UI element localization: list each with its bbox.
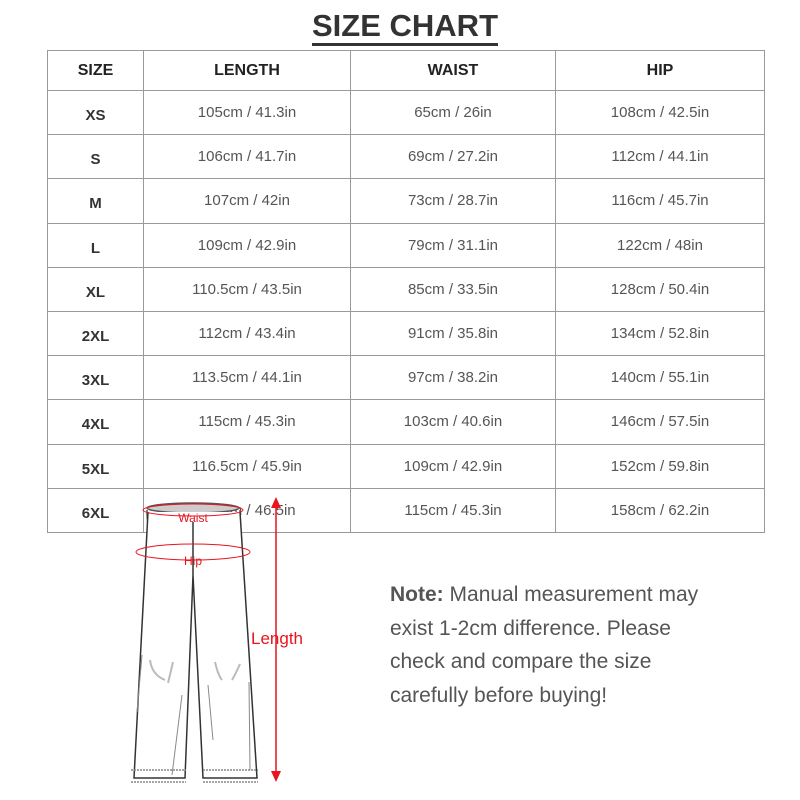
measurement-cell-waist: 109cm / 42.9in: [350, 443, 556, 489]
size-cell: XS: [47, 89, 144, 136]
measurement-cell-length: 110.5cm / 43.5in: [143, 266, 351, 312]
measurement-cell-waist: 97cm / 38.2in: [350, 355, 556, 401]
hip-measurement: Hip: [135, 543, 251, 568]
size-cell: L: [47, 222, 144, 268]
size-cell: 6XL: [47, 487, 144, 533]
table-row: M 107cm / 42in 73cm / 28.7in 116cm / 45.7in: [47, 178, 765, 224]
measurement-cell-hip: 112cm / 44.1in: [555, 134, 765, 180]
table-row: S 106cm / 41.7in 69cm / 27.2in 112cm / 44.1…: [47, 134, 765, 180]
size-chart-table: SIZE LENGTH WAIST HIP XS 105cm / 41.3in 65cm …: [47, 50, 765, 533]
measurement-cell-hip: 146cm / 57.5in: [555, 399, 765, 445]
pants-illustration: [131, 502, 258, 783]
measurement-cell-hip: 134cm / 52.8in: [555, 310, 765, 357]
size-cell: 2XL: [47, 310, 144, 357]
table-row: 4XL 115cm / 45.3in 103cm / 40.6in 146cm / 5…: [47, 399, 765, 445]
length-label: Length: [251, 629, 303, 648]
measurement-cell-waist: 73cm / 28.7in: [350, 178, 556, 224]
measurement-note: Note: Manual measurement may exist 1-2cm…: [390, 578, 720, 712]
measurement-cell-hip: 108cm / 42.5in: [555, 89, 765, 136]
length-arrow-icon: [271, 497, 281, 782]
measurement-cell-hip: 122cm / 48in: [555, 222, 765, 268]
measurement-cell-length: 105cm / 41.3in: [143, 89, 351, 136]
table-row: XS 105cm / 41.3in 65cm / 26in 108cm / 42.5i…: [47, 89, 765, 136]
table-row: L 109cm / 42.9in 79cm / 31.1in 122cm / 48in: [47, 222, 765, 268]
size-cell: 5XL: [47, 443, 144, 489]
table-row: 5XL 116.5cm / 45.9in 109cm / 42.9in 152cm /…: [47, 443, 765, 489]
page-title: SIZE CHART: [0, 8, 800, 46]
measurement-cell-length: 107cm / 42in: [143, 178, 351, 224]
waist-label: Waist: [178, 511, 208, 525]
table-row: 2XL 112cm / 43.4in 91cm / 35.8in 134cm / 52…: [47, 310, 765, 357]
measurement-cell-waist: 69cm / 27.2in: [350, 134, 556, 180]
measurement-cell-waist: 91cm / 35.8in: [350, 310, 556, 357]
column-header-hip: HIP: [555, 50, 765, 91]
table-row: XL 110.5cm / 43.5in 85cm / 33.5in 128cm / 5…: [47, 266, 765, 312]
waist-measurement: Waist: [142, 503, 244, 525]
column-header-size: SIZE: [47, 50, 144, 91]
note-text: Manual measurement may exist 1-2cm diffe…: [390, 583, 699, 707]
note-label: Note:: [390, 583, 444, 606]
hip-label: Hip: [184, 554, 202, 568]
measurement-cell-hip: 158cm / 62.2in: [555, 487, 765, 533]
table-header-row: SIZE LENGTH WAIST HIP: [47, 50, 765, 91]
measurement-cell-hip: 128cm / 50.4in: [555, 266, 765, 312]
measurement-cell-length: 106cm / 41.7in: [143, 134, 351, 180]
measurement-cell-waist: 85cm / 33.5in: [350, 266, 556, 312]
measurement-cell-hip: 152cm / 59.8in: [555, 443, 765, 489]
table-row: 6XL 118cm / 46.5in 115cm / 45.3in 158cm / 6…: [47, 487, 765, 533]
measurement-cell-waist: 65cm / 26in: [350, 89, 556, 136]
size-cell: 4XL: [47, 399, 144, 445]
measurement-cell-hip: 116cm / 45.7in: [555, 178, 765, 224]
